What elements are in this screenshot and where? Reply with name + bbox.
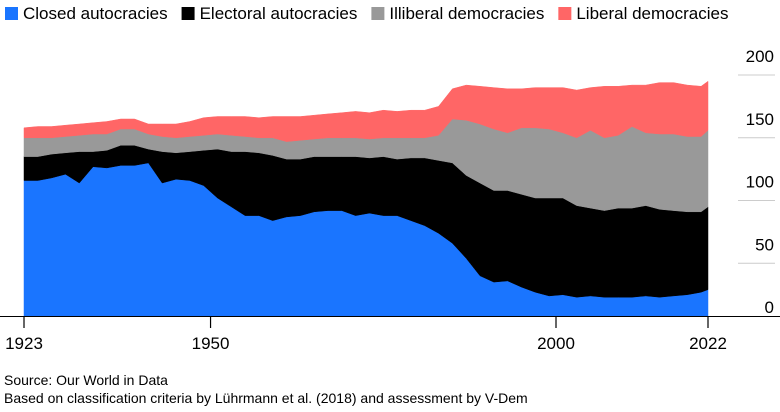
legend-swatch: [5, 7, 18, 20]
legend-label: Illiberal democracies: [389, 4, 544, 23]
source-note: Source: Our World in Data: [4, 372, 168, 388]
area-liberal-democracies: [23, 80, 709, 142]
y-tick-label: 150: [746, 110, 774, 129]
legend-label: Electoral autocracies: [200, 4, 358, 23]
legend-item: Liberal democracies: [558, 4, 728, 23]
x-tick-label: 1950: [192, 334, 230, 353]
stacked-areas: [23, 80, 709, 317]
legend-swatch: [371, 7, 385, 20]
legend-item: Illiberal democracies: [371, 4, 544, 23]
gridlines: [738, 74, 775, 264]
y-tick-label: 0: [765, 298, 774, 317]
legend-item: Electoral autocracies: [181, 4, 358, 23]
x-tick-label: 2022: [689, 334, 727, 353]
y-tick-label: 100: [746, 173, 774, 192]
legend-item: Closed autocracies: [5, 4, 168, 23]
x-axis-ticks: 1923 1950 2000 2022: [5, 316, 727, 353]
criteria-note: Based on classification criteria by Lühr…: [4, 390, 528, 406]
y-tick-label: 50: [755, 235, 774, 254]
legend-label: Liberal democracies: [576, 4, 728, 23]
legend-swatch: [558, 7, 572, 20]
legend: Closed autocracies Electoral autocracies I…: [5, 4, 728, 23]
x-tick-label: 1923: [5, 334, 43, 353]
legend-label: Closed autocracies: [23, 4, 168, 23]
x-tick-label: 2000: [537, 334, 575, 353]
y-tick-label: 200: [746, 47, 774, 66]
legend-swatch: [181, 7, 195, 20]
y-axis-ticks: 200 150 100 50 0: [746, 47, 774, 317]
